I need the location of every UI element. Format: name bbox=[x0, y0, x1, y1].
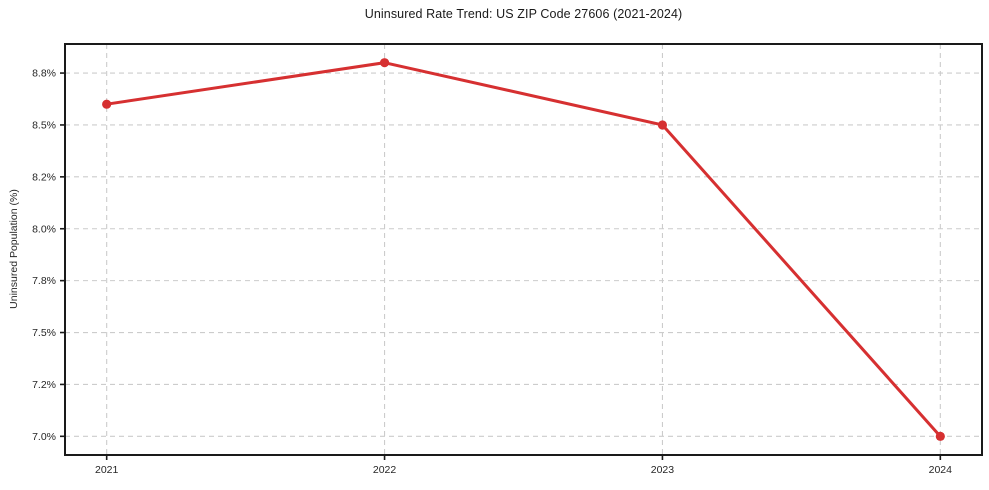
y-tick-label: 7.0% bbox=[32, 431, 56, 443]
y-tick-label: 8.8% bbox=[32, 68, 56, 80]
y-tick-label: 8.5% bbox=[32, 120, 56, 132]
x-tick-label: 2021 bbox=[95, 464, 119, 476]
y-tick-label: 8.0% bbox=[32, 223, 56, 235]
chart-title: Uninsured Rate Trend: US ZIP Code 27606 … bbox=[364, 7, 683, 21]
y-tick-label: 8.2% bbox=[32, 171, 56, 183]
x-tick-label: 2022 bbox=[373, 464, 397, 476]
y-tick-label: 7.5% bbox=[32, 327, 56, 339]
y-tick-label: 7.2% bbox=[32, 379, 56, 391]
data-point-marker bbox=[379, 58, 390, 68]
y-tick-label: 7.8% bbox=[32, 275, 56, 287]
x-tick-label: 2023 bbox=[651, 464, 675, 476]
data-point-marker bbox=[657, 120, 668, 130]
data-point-marker bbox=[102, 99, 112, 109]
plot-border bbox=[64, 43, 983, 456]
trend-line bbox=[105, 61, 942, 438]
data-point-marker bbox=[935, 431, 945, 441]
x-tick-label: 2024 bbox=[929, 464, 953, 476]
